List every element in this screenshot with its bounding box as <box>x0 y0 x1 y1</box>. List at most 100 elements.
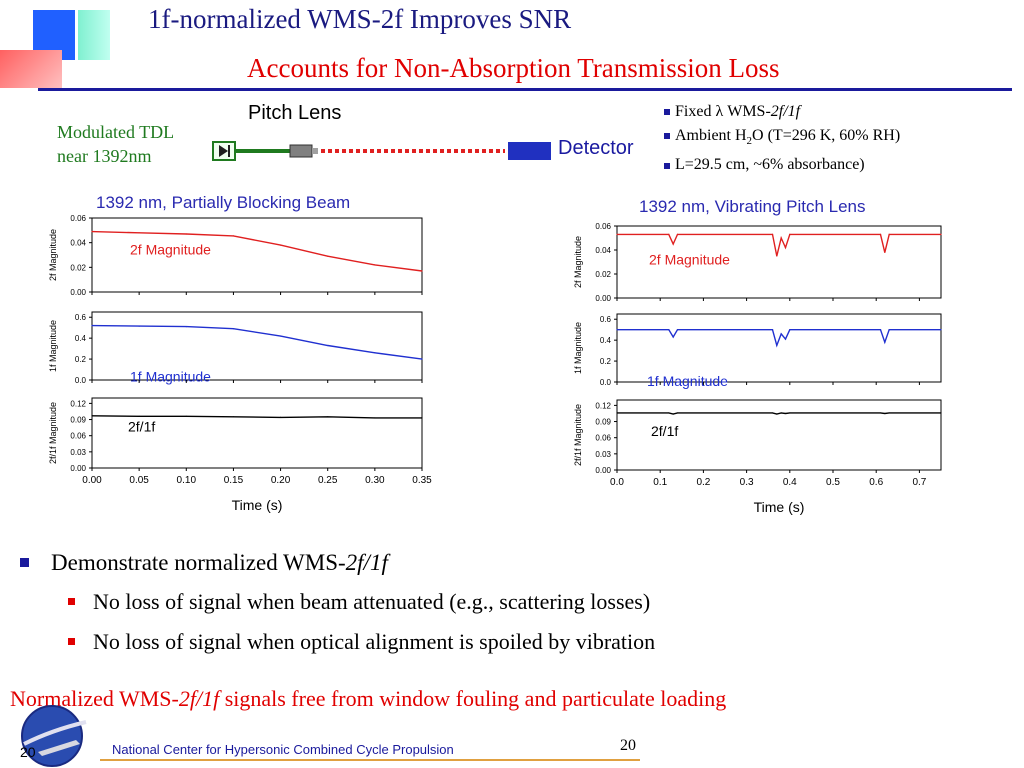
x-tick-label: 0.05 <box>129 475 149 486</box>
x-tick-label: 0.00 <box>82 475 102 486</box>
y-tick-label: 0.06 <box>595 222 611 231</box>
x-tick-label: 0.2 <box>696 477 710 488</box>
y-tick-label: 0.09 <box>70 416 86 425</box>
optical-setup-diagram <box>212 141 551 161</box>
x-tick-label: 0.7 <box>912 477 926 488</box>
data-point <box>91 230 93 233</box>
data-point <box>232 235 235 237</box>
x-tick-label: 0.5 <box>826 477 840 488</box>
data-point <box>780 333 782 335</box>
y-tick-label: 0.12 <box>595 401 611 410</box>
pitch-lens-label: Pitch Lens <box>248 102 342 124</box>
logo-number: 20 <box>20 744 36 760</box>
data-point <box>780 237 782 239</box>
data-point <box>421 270 423 272</box>
data-point <box>185 415 187 417</box>
data-point <box>138 415 140 417</box>
data-point <box>374 352 376 354</box>
source-label-line1: Modulated TDL <box>57 122 175 142</box>
data-point <box>668 329 670 331</box>
y-tick-label: 0.0 <box>600 378 612 387</box>
data-point <box>789 412 791 414</box>
data-point <box>91 415 93 417</box>
data-point <box>879 233 882 235</box>
series-line <box>91 230 423 272</box>
data-point <box>616 329 618 331</box>
panel-series-label: 2f Magnitude <box>130 242 211 258</box>
data-point <box>279 244 282 246</box>
chart-vibrating-pitch-lens: 1392 nm, Vibrating Pitch Lens 0.00 0.02 0.0… <box>573 197 942 515</box>
detector-icon <box>508 142 551 160</box>
footer-divider <box>100 759 640 761</box>
main-bullet: Demonstrate normalized WMS-2f/1f <box>20 550 388 576</box>
x-tick-label: 0.25 <box>318 475 338 486</box>
x-axis-label: Time (s) <box>754 499 805 515</box>
y-tick-label: 0.6 <box>600 315 612 324</box>
y-tick-label: 0.12 <box>70 399 86 408</box>
data-point <box>884 341 886 343</box>
y-tick-label: 0.6 <box>75 313 87 322</box>
data-point <box>776 344 778 346</box>
plot-frame <box>616 399 942 471</box>
x-tick-label: 0.4 <box>783 477 797 488</box>
data-point <box>616 412 618 414</box>
y-tick-label: 0.03 <box>595 450 611 459</box>
y-tick-label: 0.03 <box>70 448 86 457</box>
panel-series-label: 2f/1f <box>651 423 678 439</box>
data-point <box>327 255 329 257</box>
series-line <box>617 328 941 348</box>
y-tick-label: 0.0 <box>75 376 87 385</box>
corner-block-red <box>0 50 62 88</box>
y-tick-label: 0.00 <box>595 466 611 475</box>
data-point <box>888 329 890 331</box>
y-axis-label: 2f/1f Magnitude <box>573 404 583 466</box>
data-point <box>327 416 329 418</box>
data-point <box>888 412 890 414</box>
condition-item: L=29.5 cm, ~6% absorbance) <box>664 153 900 177</box>
data-point <box>672 336 674 338</box>
chart-partially-blocking-beam: 1392 nm, Partially Blocking Beam0.000.02… <box>48 193 432 513</box>
conditions-list: Fixed λ WMS-2f/1f Ambient H2O (T=296 K, … <box>664 100 900 177</box>
data-point <box>374 264 376 266</box>
y-tick-label: 0.4 <box>75 334 87 343</box>
data-point <box>940 233 942 235</box>
nasa-logo <box>21 705 87 767</box>
y-tick-label: 0.00 <box>70 288 86 297</box>
data-point <box>279 335 282 337</box>
data-point <box>676 412 679 414</box>
y-axis-label: 2f Magnitude <box>48 229 58 281</box>
conclusion-text: Normalized WMS-2f/1f signals free from w… <box>10 686 727 711</box>
data-point <box>327 344 329 347</box>
data-point <box>884 251 886 253</box>
source-label: Modulated TDL near 1392nm <box>57 120 174 168</box>
y-tick-label: 0.09 <box>595 418 611 427</box>
plot-frame <box>91 397 423 469</box>
data-point <box>421 358 423 360</box>
y-tick-label: 0.06 <box>70 432 86 441</box>
data-point <box>780 412 782 414</box>
y-tick-label: 0.02 <box>70 263 86 272</box>
plot-frame <box>616 313 942 383</box>
data-point <box>616 233 618 235</box>
data-point <box>784 412 787 415</box>
data-point <box>138 325 140 327</box>
data-point <box>784 338 787 340</box>
title-divider <box>38 88 1012 91</box>
data-point <box>232 416 235 418</box>
data-point <box>232 328 235 330</box>
y-tick-label: 0.00 <box>595 294 611 303</box>
chart-title: 1392 nm, Partially Blocking Beam <box>96 193 350 212</box>
y-tick-label: 0.06 <box>595 434 611 443</box>
y-tick-label: 0.2 <box>600 357 612 366</box>
x-tick-label: 0.6 <box>869 477 883 488</box>
y-tick-label: 0.04 <box>595 246 611 255</box>
x-tick-label: 0.3 <box>740 477 754 488</box>
data-point <box>789 329 791 331</box>
data-point <box>776 255 778 257</box>
data-point <box>672 413 674 415</box>
y-axis-label: 1f Magnitude <box>48 320 58 372</box>
condition-item: Ambient H2O (T=296 K, 60% RH) <box>664 124 900 153</box>
data-point <box>668 233 670 235</box>
data-point <box>884 412 886 415</box>
panel-series-label: 2f/1f <box>128 418 155 434</box>
